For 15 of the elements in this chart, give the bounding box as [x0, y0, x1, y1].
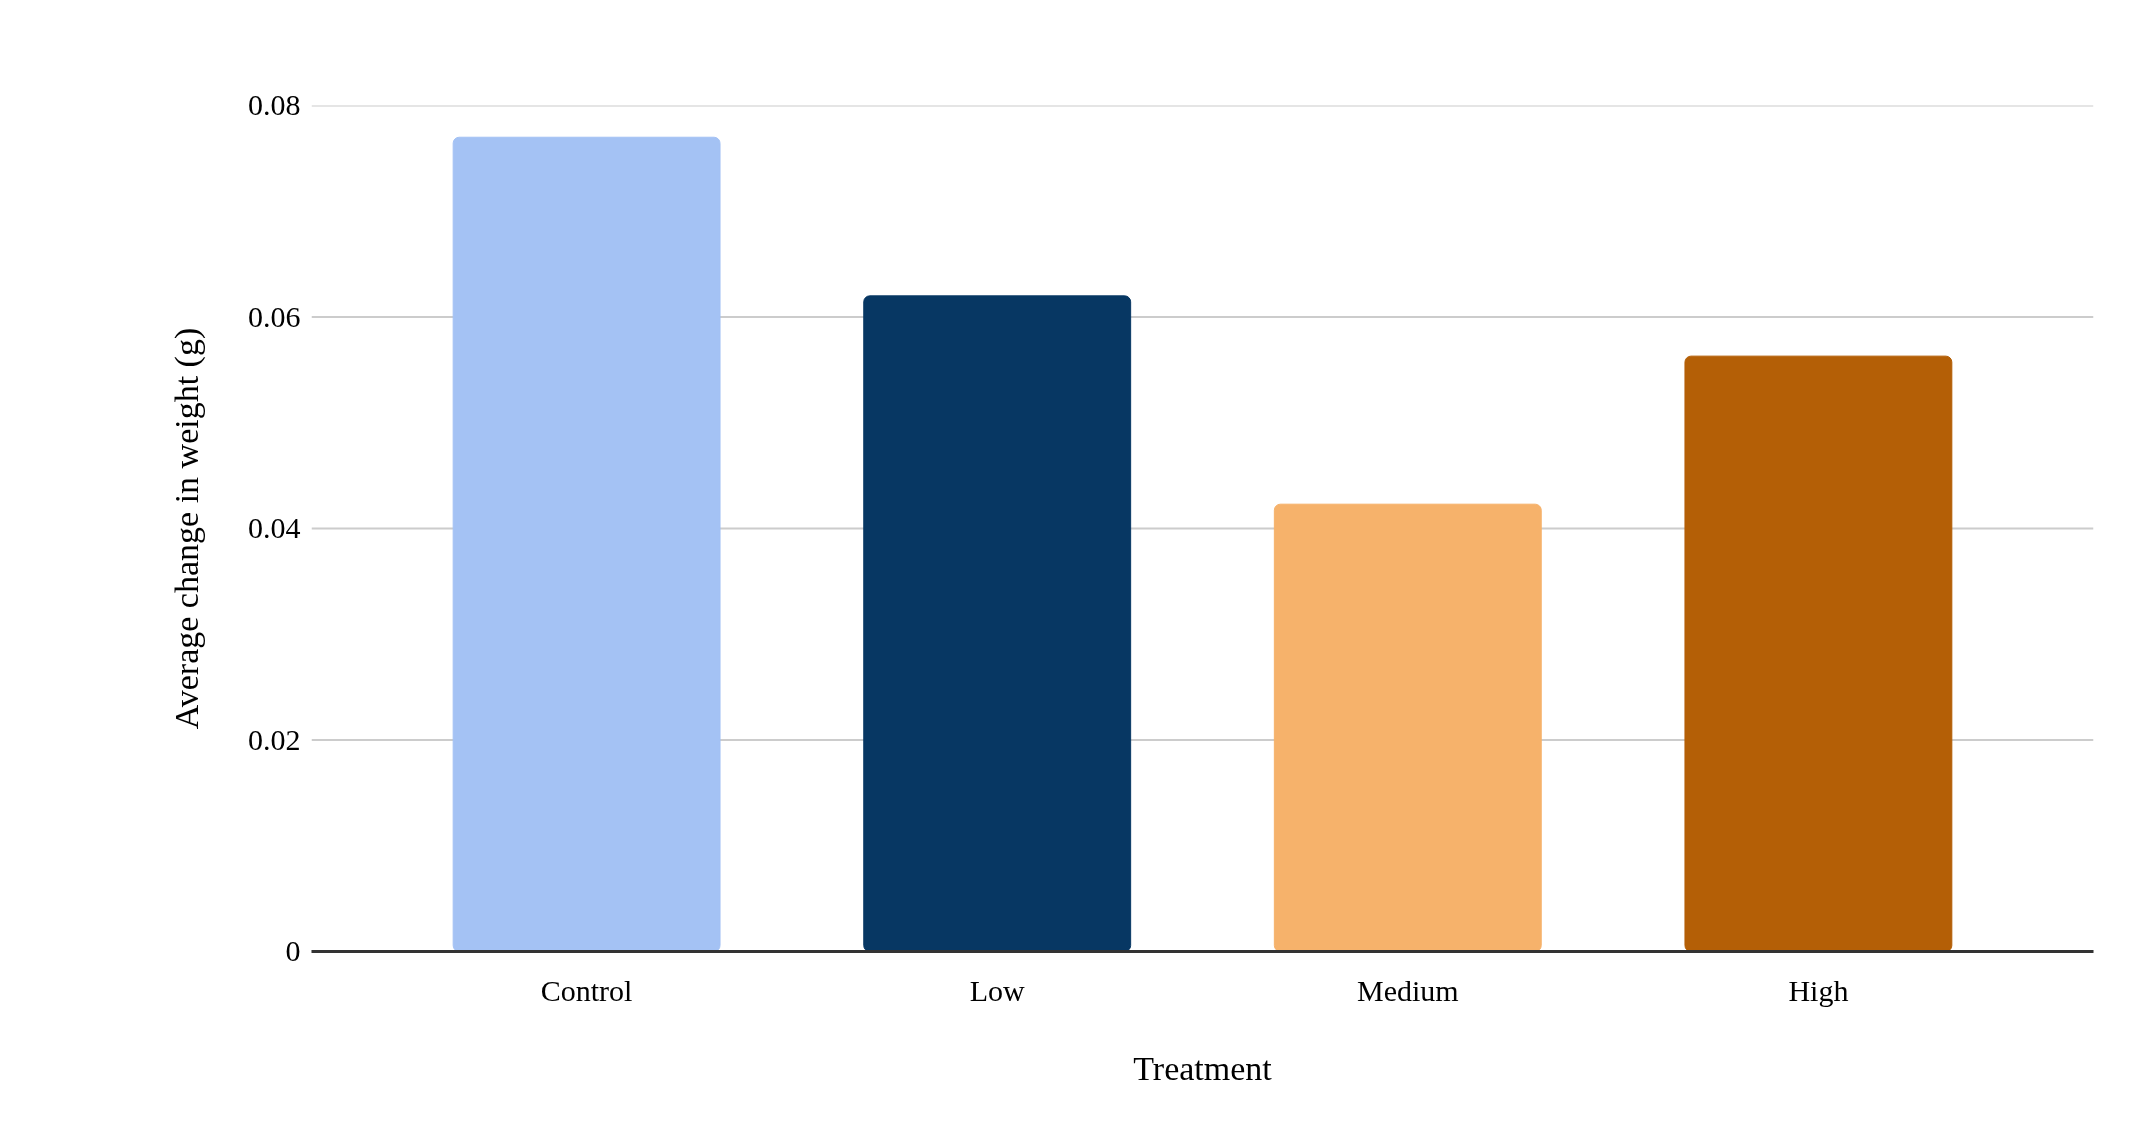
bar — [1273, 503, 1542, 952]
x-tick-label: Control — [540, 973, 633, 1007]
x-tick-label: High — [1788, 973, 1849, 1007]
y-tick-label: 0.02 — [248, 722, 301, 756]
y-tick-label: 0.06 — [248, 299, 301, 333]
x-tick-label: Low — [969, 973, 1026, 1007]
bar — [1684, 355, 1953, 952]
y-tick-label: 0 — [285, 934, 301, 967]
y-tick-label: 0.04 — [248, 511, 301, 544]
x-tick-label: Medium — [1356, 973, 1459, 1007]
y-axis-title: Average change in weight (g) — [168, 327, 206, 730]
x-axis-title: Treatment — [1133, 1049, 1273, 1087]
y-tick-label: 0.08 — [248, 88, 301, 121]
bar — [452, 136, 721, 952]
bar — [863, 295, 1132, 952]
